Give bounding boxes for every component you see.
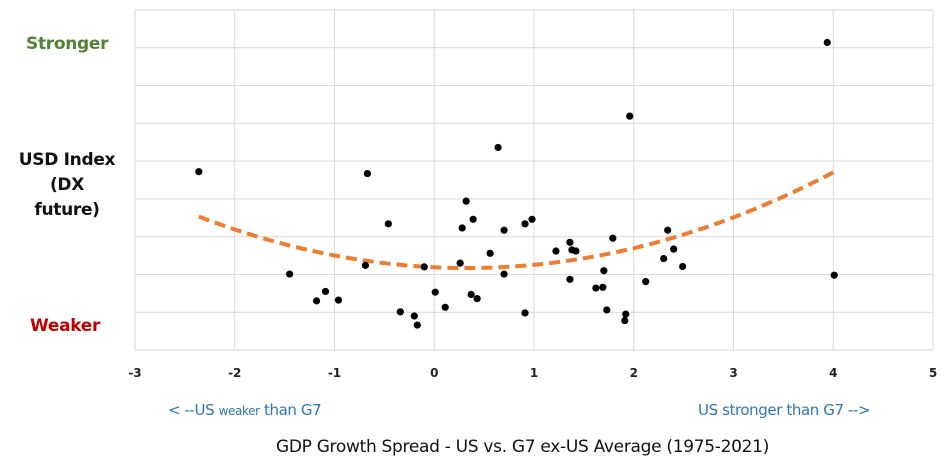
x-tick-label: 5: [929, 366, 937, 380]
data-point: [609, 234, 617, 242]
data-point: [396, 308, 404, 316]
trendline: [198, 170, 835, 270]
data-point: [664, 226, 672, 234]
x-left-note-small: weaker: [218, 404, 260, 418]
data-point: [592, 284, 600, 292]
x-tick-label: 4: [829, 366, 837, 380]
data-point: [441, 303, 449, 311]
data-point: [456, 259, 464, 267]
data-point: [566, 275, 574, 283]
data-point: [622, 310, 630, 318]
data-point: [469, 215, 477, 223]
y-low-label: Weaker: [30, 316, 101, 336]
data-point: [431, 288, 439, 296]
data-point: [823, 38, 831, 47]
data-point: [486, 249, 494, 257]
data-point: [494, 143, 502, 152]
x-tick-label: 0: [430, 366, 438, 380]
x-tick-label: -1: [328, 366, 341, 380]
data-point: [462, 197, 470, 205]
data-point: [312, 297, 321, 305]
data-point: [473, 295, 481, 303]
data-point: [599, 283, 607, 291]
x-left-note-suffix: than G7: [259, 401, 322, 419]
data-point: [830, 271, 838, 279]
x-axis-title: GDP Growth Spread - US vs. G7 ex-US Aver…: [275, 437, 770, 457]
data-point: [467, 290, 475, 299]
data-point: [679, 262, 687, 271]
data-point: [286, 270, 294, 278]
data-point: [621, 316, 629, 325]
data-point: [521, 220, 529, 228]
data-point: [528, 215, 536, 223]
data-point: [552, 247, 560, 255]
x-tick-label: 3: [729, 366, 737, 380]
x-tick-label: -3: [128, 366, 141, 380]
x-right-note: US stronger than G7 -->: [698, 401, 871, 419]
x-left-note: < --US weaker than G7: [168, 401, 322, 419]
data-point: [670, 245, 678, 253]
data-point: [334, 296, 343, 304]
data-point: [410, 312, 418, 320]
data-point: [566, 238, 574, 246]
data-point: [420, 263, 428, 271]
data-point: [600, 267, 608, 275]
data-point: [195, 168, 203, 176]
data-point: [572, 247, 580, 255]
data-point: [384, 220, 392, 228]
y-axis-label: USD Index (DX future): [18, 150, 116, 220]
x-tick-label: 1: [530, 366, 538, 380]
x-left-note-prefix: < --US: [168, 401, 219, 419]
data-point: [603, 306, 611, 314]
data-point: [458, 224, 466, 232]
data-point: [642, 278, 650, 286]
data-point: [660, 254, 668, 263]
data-point: [361, 261, 370, 269]
data-point: [500, 270, 508, 278]
x-tick-label: 2: [630, 366, 638, 380]
y-high-label: Stronger: [26, 34, 109, 54]
data-point: [363, 169, 372, 178]
data-point: [413, 321, 421, 329]
data-point: [521, 309, 529, 317]
data-point: [321, 287, 330, 296]
x-tick-label: -2: [228, 366, 241, 380]
data-point: [500, 226, 508, 234]
data-point: [626, 112, 634, 120]
